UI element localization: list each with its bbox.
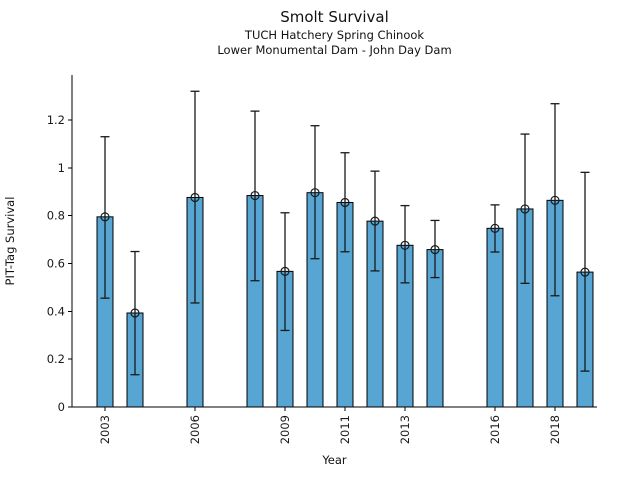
survival-point-marker [430, 245, 440, 255]
survival-point-marker [550, 195, 560, 205]
chart-title: Smolt Survival [280, 8, 389, 26]
survival-point-marker [520, 204, 530, 214]
x-tick-label: 2018 [548, 415, 562, 444]
y-tick-label: 1 [58, 161, 65, 175]
x-tick-label: 2006 [188, 415, 202, 444]
survival-point-marker [190, 192, 200, 203]
survival-point-marker [250, 190, 260, 201]
x-tick-label: 2013 [398, 415, 412, 444]
survival-point-marker [370, 216, 380, 226]
x-tick-label: 2009 [278, 415, 292, 444]
x-tick-label: 2011 [338, 415, 352, 444]
survival-point-marker [130, 308, 140, 318]
survival-point-marker [400, 240, 410, 250]
y-tick-label: 0.2 [47, 352, 65, 366]
y-tick-label: 0.4 [47, 304, 65, 318]
survival-point-marker [100, 212, 110, 222]
survival-point-marker [580, 267, 590, 277]
chart-subtitle-stock: TUCH Hatchery Spring Chinook [244, 28, 425, 42]
survival-point-marker [280, 266, 290, 276]
y-tick-label: 0 [58, 400, 65, 414]
survival-point-marker [490, 223, 500, 233]
y-tick-label: 0.8 [47, 209, 65, 223]
bar [486, 227, 504, 408]
x-axis-label: Year [322, 453, 347, 467]
x-tick-label: 2003 [98, 415, 112, 444]
x-tick-label: 2016 [488, 415, 502, 444]
y-tick-label: 1.2 [47, 113, 65, 127]
survival-point-marker [340, 197, 350, 208]
y-tick-label: 0.6 [47, 256, 65, 270]
chart-subtitle-reach: Lower Monumental Dam - John Day Dam [217, 43, 452, 57]
survival-point-marker [310, 188, 320, 198]
